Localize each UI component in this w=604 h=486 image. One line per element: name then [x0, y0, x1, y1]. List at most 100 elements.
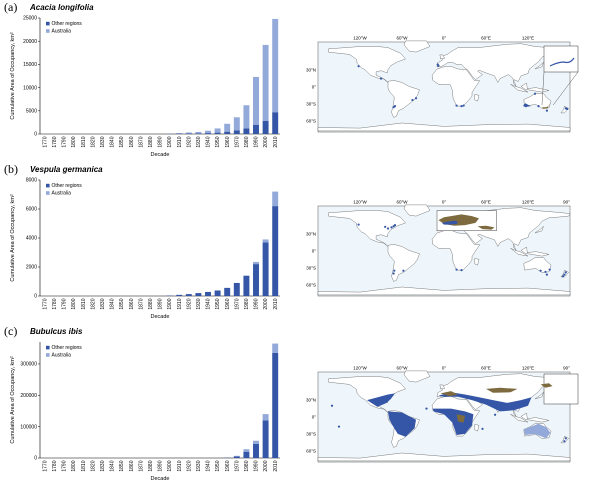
x-tick-label: 1830: [100, 460, 106, 471]
latitude-label: 30°N: [306, 232, 316, 237]
legend-label-australia: Australia: [52, 28, 72, 34]
x-tick-label: 1870: [138, 298, 144, 309]
x-tick-label: 1900: [167, 136, 173, 147]
occurrence-point: [563, 273, 566, 276]
longitude-label: 60°E: [481, 36, 491, 41]
bar-australia: [205, 130, 211, 134]
bar-australia: [253, 261, 259, 265]
legend-label-australia: Australia: [52, 190, 72, 196]
occurrence-region: [367, 393, 395, 407]
y-tick-label: 8000: [26, 178, 37, 184]
x-tick-label: 1940: [206, 460, 212, 471]
landmass-south-america: [387, 244, 420, 282]
x-tick-label: 1820: [90, 136, 96, 147]
bar-australia: [214, 128, 221, 133]
bar-other-regions: [205, 133, 211, 134]
bar-other-regions: [262, 420, 269, 458]
x-tick-label: 1920: [186, 460, 192, 471]
bar-australia: [243, 105, 250, 129]
bar-australia: [253, 76, 259, 125]
legend-label-other-regions: Other regions: [52, 345, 83, 351]
x-tick-label: 2010: [273, 298, 279, 309]
x-tick-label: 1800: [71, 298, 77, 309]
native-range-region: [486, 387, 518, 393]
y-tick-label: 10000: [23, 85, 37, 91]
x-tick-label: 1850: [119, 136, 125, 147]
latitude-label: 30°N: [306, 398, 316, 403]
longitude-label: 120°W: [353, 200, 367, 205]
landmass-indonesia: [510, 84, 529, 93]
longitude-label: 60°W: [396, 366, 408, 371]
occurrence-region: [523, 103, 531, 107]
bar-australia: [272, 18, 279, 113]
panel-label: (b): [4, 162, 18, 176]
world-map-acacia: 120°W 60°W 0° 60°E 120°E 30°N 0° 30°S 60°S: [306, 36, 579, 133]
occurrence-point: [462, 104, 465, 107]
x-axis-label: Decade: [151, 314, 170, 320]
x-tick-label: 1950: [215, 298, 221, 309]
legend-swatch-other-regions: [46, 345, 50, 350]
native-range-region: [542, 102, 550, 109]
landmass-uk: [439, 54, 445, 60]
longitude-label: 0°: [442, 200, 447, 205]
inset-map: [543, 373, 579, 405]
inset-map-australia: [543, 45, 579, 73]
x-tick-label: 1770: [42, 298, 48, 309]
x-tick-label: 1970: [234, 460, 240, 471]
x-tick-label: 1840: [110, 460, 116, 471]
x-tick-label: 1940: [206, 298, 212, 309]
x-tick-label: 1990: [254, 136, 260, 147]
bar-other-regions: [195, 293, 202, 296]
landmass-madagascar: [474, 94, 480, 102]
x-tick-label: 1930: [196, 298, 202, 309]
bar-other-regions: [224, 287, 231, 296]
native-range-region: [477, 225, 495, 230]
bar-other-regions: [272, 206, 279, 296]
latitude-label: 60°S: [306, 282, 316, 287]
x-tick-label: 2010: [273, 136, 279, 147]
occurrence-point: [460, 269, 463, 272]
x-tick-label: 1820: [90, 460, 96, 471]
landmass-south-america: [387, 80, 420, 118]
y-tick-label: 200000: [20, 393, 37, 399]
occurrence-region: [441, 220, 458, 225]
legend-swatch-other-regions: [46, 183, 50, 188]
latitude-label: 0°: [312, 249, 317, 254]
x-tick-label: 2010: [273, 460, 279, 471]
longitude-label: 120°E: [522, 200, 534, 205]
x-tick-label: 1830: [100, 298, 106, 309]
x-tick-label: 1900: [167, 298, 173, 309]
x-tick-label: 1820: [90, 298, 96, 309]
occurrence-point: [357, 65, 360, 68]
bar-other-regions: [214, 290, 221, 296]
x-tick-label: 1830: [100, 136, 106, 147]
bar-australia: [233, 117, 240, 131]
world-map-bubulcus: 120°W 60°W 0° 60°E 120°E 90° 30°N 0° 30°S 60°S: [306, 366, 579, 463]
occurrence-point: [386, 227, 390, 230]
x-tick-label: 1980: [244, 460, 250, 471]
chart-title: Acacia longifolia: [30, 3, 94, 12]
longitude-label: 60°W: [396, 200, 408, 205]
occurrence-point: [357, 223, 360, 226]
longitude-label: 60°E: [481, 366, 491, 371]
landmass-borneo-png: [520, 412, 550, 423]
y-axis-label: Cumulative Area of Occupancy, km²: [10, 356, 16, 443]
x-tick-label: 1930: [196, 136, 202, 147]
x-tick-label: 1790: [62, 298, 68, 309]
bar-australia: [233, 455, 240, 457]
longitude-label: 0°: [442, 366, 447, 371]
y-tick-label: 2000: [26, 265, 37, 271]
bar-australia: [185, 132, 192, 134]
longitude-label: 90°: [563, 366, 570, 371]
landmass-antarctica: [317, 286, 571, 296]
x-tick-label: 1960: [225, 460, 231, 471]
inset-connector: [541, 71, 545, 106]
occurrence-region-australia: [523, 423, 551, 439]
occurrence-point: [392, 106, 395, 109]
bar-other-regions: [243, 128, 250, 134]
bar-australia: [243, 449, 250, 452]
x-tick-label: 1940: [206, 136, 212, 147]
landmass-indonesia: [510, 248, 529, 257]
x-tick-label: 1860: [129, 136, 135, 147]
occurrence-point: [393, 224, 397, 227]
